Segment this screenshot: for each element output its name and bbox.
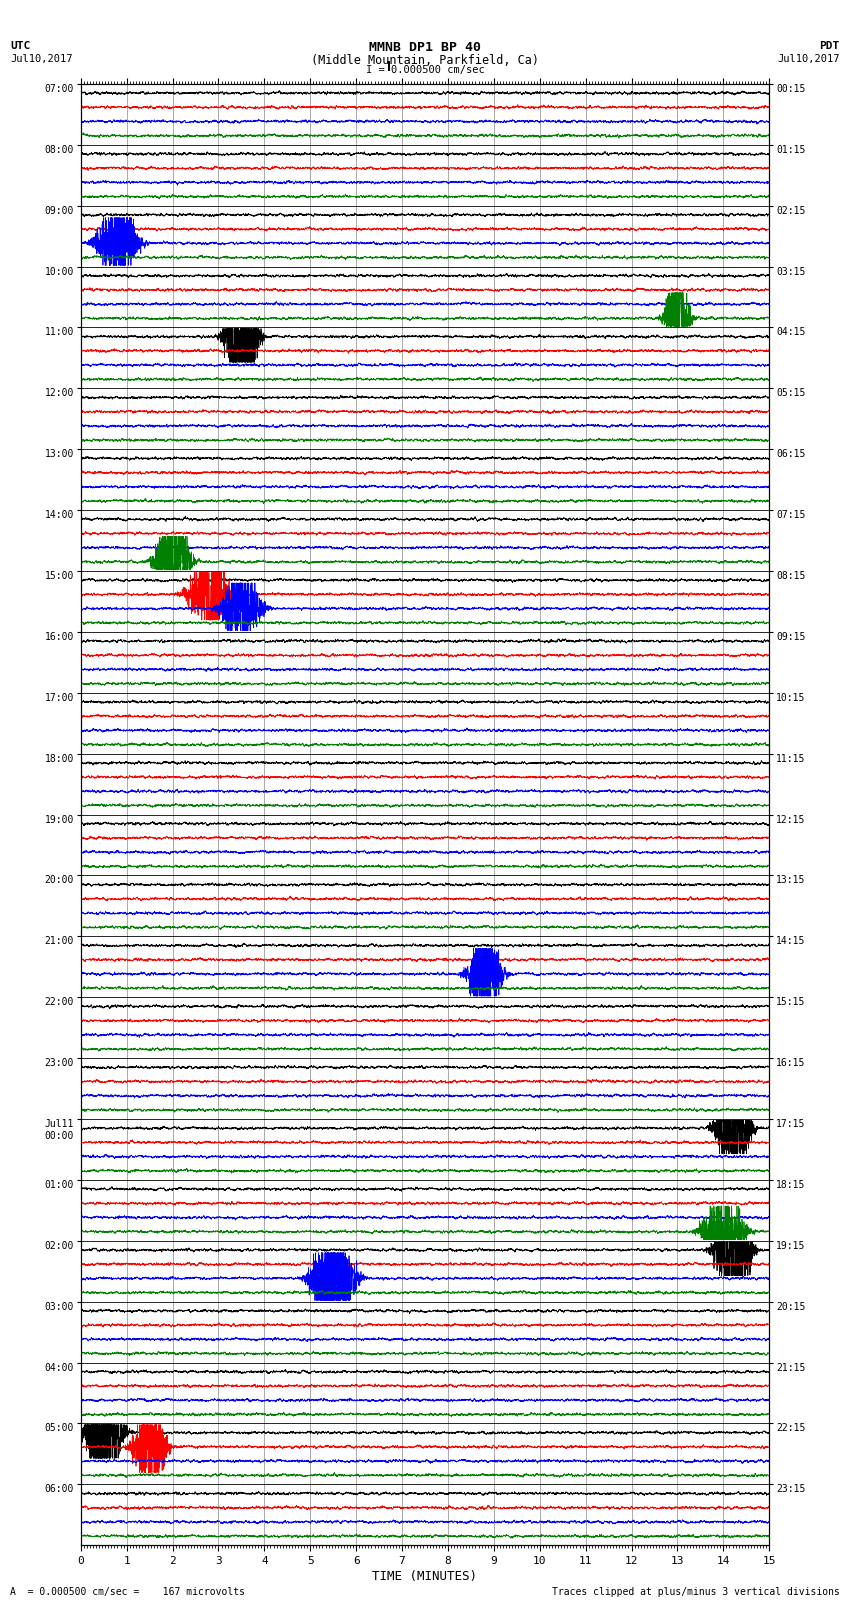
Text: PDT: PDT: [819, 40, 840, 52]
Text: Jul10,2017: Jul10,2017: [10, 53, 73, 65]
Text: A  = 0.000500 cm/sec =    167 microvolts: A = 0.000500 cm/sec = 167 microvolts: [10, 1587, 245, 1597]
Text: UTC: UTC: [10, 40, 31, 52]
Text: I = 0.000500 cm/sec: I = 0.000500 cm/sec: [366, 65, 484, 74]
Text: (Middle Mountain, Parkfield, Ca): (Middle Mountain, Parkfield, Ca): [311, 53, 539, 68]
Text: Traces clipped at plus/minus 3 vertical divisions: Traces clipped at plus/minus 3 vertical …: [552, 1587, 840, 1597]
Text: MMNB DP1 BP 40: MMNB DP1 BP 40: [369, 40, 481, 55]
X-axis label: TIME (MINUTES): TIME (MINUTES): [372, 1569, 478, 1582]
Text: Jul10,2017: Jul10,2017: [777, 53, 840, 65]
